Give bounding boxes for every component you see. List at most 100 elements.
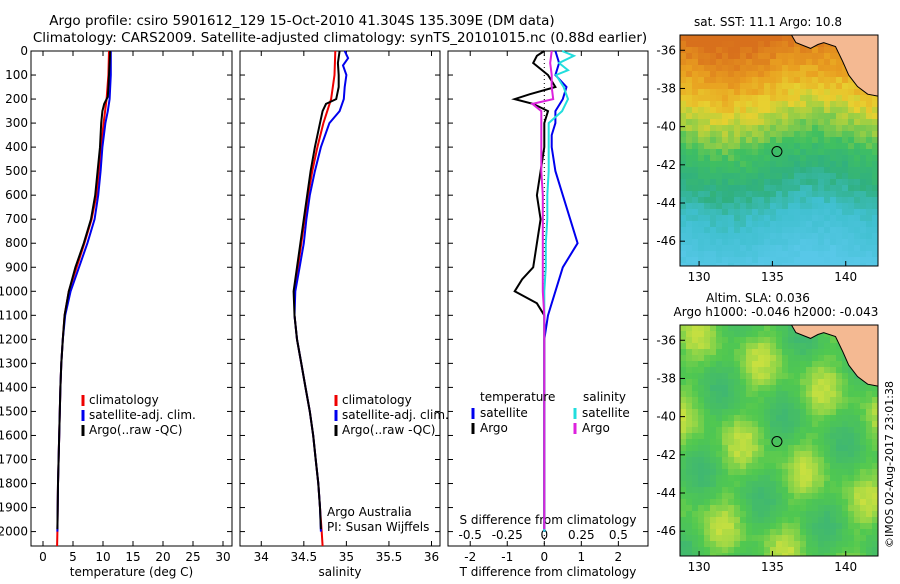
map-cell <box>812 257 818 263</box>
map-cell <box>794 397 800 403</box>
x-tick-label: 36 <box>424 550 439 564</box>
map-cell <box>836 511 842 517</box>
map-cell <box>740 391 746 397</box>
map-cell <box>734 445 740 451</box>
map-cell <box>740 173 746 179</box>
map-cell <box>758 83 764 89</box>
map-cell <box>680 499 686 505</box>
map-cell <box>698 137 704 143</box>
map-cell <box>692 143 698 149</box>
map-cell <box>704 179 710 185</box>
map-cell <box>686 385 692 391</box>
map-cell <box>698 433 704 439</box>
map-cell <box>704 95 710 101</box>
map-cell <box>770 361 776 367</box>
map-cell <box>716 355 722 361</box>
map-cell <box>704 463 710 469</box>
map-cell <box>692 373 698 379</box>
map-cell <box>704 499 710 505</box>
series-line-satellite-adj-clim- <box>293 50 350 532</box>
map-cell <box>824 77 830 83</box>
map-cell <box>704 361 710 367</box>
map-cell <box>692 379 698 385</box>
map-cell <box>818 101 824 107</box>
map-cell <box>812 173 818 179</box>
map-cell <box>854 475 860 481</box>
map-cell <box>848 191 854 197</box>
map-cell <box>830 475 836 481</box>
map-cell <box>764 107 770 113</box>
map-cell <box>776 155 782 161</box>
map-cell <box>794 245 800 251</box>
map-cell <box>842 173 848 179</box>
map-cell <box>806 197 812 203</box>
map-cell <box>716 167 722 173</box>
map-cell <box>788 481 794 487</box>
map-cell <box>746 463 752 469</box>
map-cell <box>710 113 716 119</box>
map-cell <box>854 469 860 475</box>
map-cell <box>830 143 836 149</box>
map-cell <box>812 547 818 553</box>
map-cell <box>830 203 836 209</box>
map-cell <box>752 89 758 95</box>
map-cell <box>758 71 764 77</box>
map-cell <box>806 457 812 463</box>
map-cell <box>860 245 866 251</box>
map-cell <box>692 149 698 155</box>
map-cell <box>776 409 782 415</box>
map-cell <box>770 35 776 41</box>
map-cell <box>686 403 692 409</box>
map-cell <box>812 469 818 475</box>
map-cell <box>830 239 836 245</box>
map-cell <box>764 421 770 427</box>
map-cell <box>770 529 776 535</box>
map-cell <box>716 71 722 77</box>
map-cell <box>704 325 710 331</box>
map-cell <box>686 173 692 179</box>
map-cell <box>728 355 734 361</box>
map-cell <box>752 233 758 239</box>
map-cell <box>716 89 722 95</box>
map-cell <box>872 433 878 439</box>
map-cell <box>842 203 848 209</box>
map-cell <box>854 457 860 463</box>
map-cell <box>866 511 872 517</box>
map-cell <box>830 161 836 167</box>
map-cell <box>752 439 758 445</box>
map-cell <box>680 481 686 487</box>
map-cell <box>728 179 734 185</box>
map-cell <box>722 251 728 257</box>
map-cell <box>686 553 692 556</box>
map-cell <box>686 469 692 475</box>
map-cell <box>782 233 788 239</box>
map-cell <box>806 143 812 149</box>
map-cell <box>854 403 860 409</box>
map-cell <box>776 107 782 113</box>
series-line-salinity-argo <box>530 50 555 530</box>
map-cell <box>728 263 734 266</box>
map-cell <box>728 95 734 101</box>
map-cell <box>788 373 794 379</box>
map-cell <box>686 343 692 349</box>
map-cell <box>752 185 758 191</box>
map-cell <box>788 325 794 331</box>
map-cell <box>806 337 812 343</box>
map-cell <box>680 421 686 427</box>
map-cell <box>734 35 740 41</box>
map-cell <box>740 421 746 427</box>
map-cell <box>680 239 686 245</box>
map-cell <box>776 445 782 451</box>
map-cell <box>722 233 728 239</box>
map-cell <box>692 215 698 221</box>
map-cell <box>740 379 746 385</box>
map-cell <box>758 487 764 493</box>
map-cell <box>698 131 704 137</box>
depth-tick-label: 1400 <box>0 380 28 394</box>
map-cell <box>704 349 710 355</box>
map-cell <box>758 197 764 203</box>
map-cell <box>860 415 866 421</box>
map-cell <box>776 499 782 505</box>
map-cell <box>734 227 740 233</box>
map-cell <box>698 47 704 53</box>
